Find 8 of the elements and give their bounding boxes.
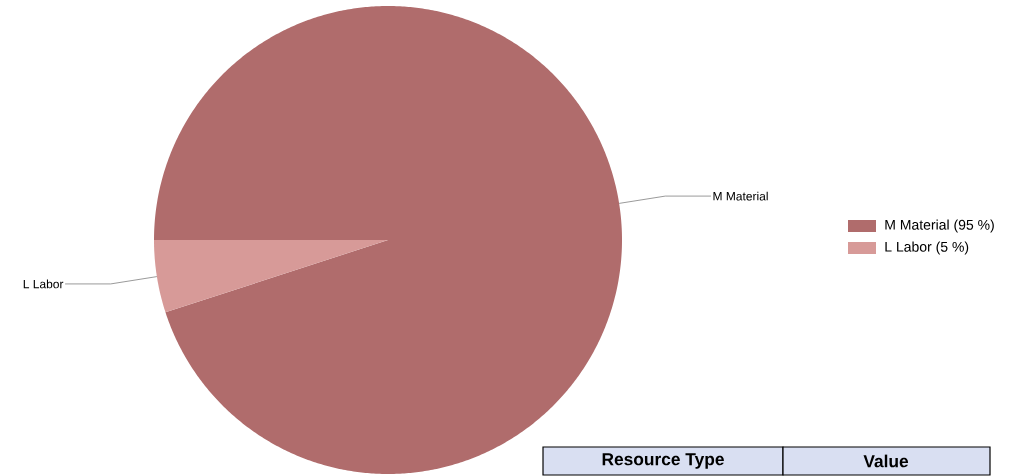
data-label: (95 %)	[954, 219, 994, 233]
slice-label: L Labor	[23, 279, 64, 289]
slice-label: M Material	[713, 191, 768, 201]
text: Resource Type	[602, 453, 724, 469]
data-label: (5 %)	[936, 241, 969, 255]
legend-label: M Material	[885, 219, 949, 230]
legend-label: L Labor	[885, 241, 932, 252]
text: Value	[863, 454, 909, 468]
